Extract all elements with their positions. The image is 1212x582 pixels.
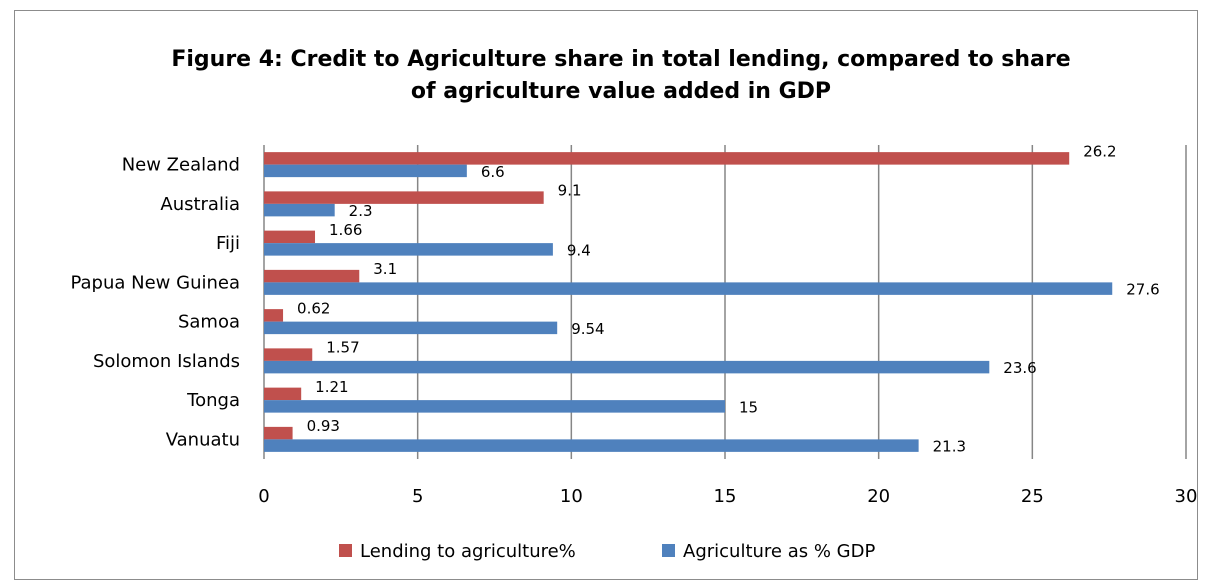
x-tick-label: 5 <box>412 486 423 507</box>
bar-lending <box>264 152 1070 165</box>
x-tick-label: 20 <box>867 486 890 507</box>
bar-lending <box>264 269 360 283</box>
x-tick-label: 25 <box>1021 486 1044 507</box>
chart-title: Figure 4: Credit to Agriculture share in… <box>171 47 1070 104</box>
data-label-lending: 3.1 <box>373 260 397 278</box>
legend-label-agri-gdp: Agriculture as % GDP <box>683 541 875 562</box>
x-axis-tick-labels: 0 5 10 15 20 25 30 <box>258 486 1197 507</box>
category-label: Vanuatu <box>166 429 240 450</box>
category-label: Tonga <box>186 390 240 411</box>
x-tick-label: 10 <box>560 486 583 507</box>
data-label-agri-gdp: 27.6 <box>1126 281 1159 299</box>
data-label-agri-gdp: 6.6 <box>481 163 505 181</box>
category-label: Fiji <box>216 233 240 254</box>
bar-agri-gdp <box>264 321 558 335</box>
bar-agri-gdp <box>264 203 335 217</box>
bar-agri-gdp <box>264 282 1113 295</box>
x-tick-label: 0 <box>258 486 269 507</box>
bar-lending <box>264 348 313 361</box>
bar-agri-gdp <box>264 439 919 452</box>
category-label: Papua New Guinea <box>70 272 240 293</box>
bar-lending <box>264 309 284 322</box>
chart-title-line-2: of agriculture value added in GDP <box>411 79 831 104</box>
bar-agri-gdp <box>264 243 553 256</box>
category-label: Solomon Islands <box>93 351 240 372</box>
data-label-agri-gdp: 15 <box>739 398 758 416</box>
bar-agri-gdp <box>264 360 990 374</box>
category-label: New Zealand <box>122 155 240 176</box>
data-label-agri-gdp: 21.3 <box>933 438 966 456</box>
data-label-lending: 1.66 <box>329 221 362 239</box>
chart-frame: Figure 4: Credit to Agriculture share in… <box>14 10 1198 580</box>
data-label-lending: 0.62 <box>297 299 330 317</box>
data-label-lending: 26.2 <box>1083 142 1116 160</box>
legend-swatch-lending <box>339 544 352 557</box>
data-labels: 26.2 6.6 9.1 2.31.66 9.4 3.1 27.6 0.62 9.54 1.57 2… <box>297 142 1160 455</box>
data-label-lending: 1.57 <box>326 339 359 357</box>
data-label-agri-gdp: 9.4 <box>567 241 591 259</box>
x-tick-label: 15 <box>714 486 737 507</box>
bar-lending <box>264 230 316 244</box>
x-tick-label: 30 <box>1175 486 1198 507</box>
bar-lending <box>264 387 302 401</box>
category-label: Australia <box>160 194 240 215</box>
legend-swatch-agri-gdp <box>662 544 675 557</box>
chart: Figure 4: Credit to Agriculture share in… <box>70 47 1197 562</box>
bar-lending <box>264 426 293 440</box>
data-label-agri-gdp: 2.3 <box>349 202 373 220</box>
data-label-lending: 1.21 <box>315 378 348 396</box>
data-label-lending: 9.1 <box>558 182 582 200</box>
legend-label-lending: Lending to agriculture% <box>360 541 576 562</box>
data-label-agri-gdp: 23.6 <box>1003 359 1036 377</box>
category-label: Samoa <box>178 312 240 333</box>
bar-agri-gdp <box>264 400 725 413</box>
bars <box>264 152 1113 452</box>
data-label-agri-gdp: 9.54 <box>571 320 604 338</box>
bar-agri-gdp <box>264 164 467 178</box>
data-label-lending: 0.93 <box>307 417 340 435</box>
category-labels: New Zealand Australia Fiji Papua New Guinea… <box>70 155 240 451</box>
bar-lending <box>264 191 544 204</box>
chart-title-line-1: Figure 4: Credit to Agriculture share in… <box>171 47 1070 72</box>
legend: Lending to agriculture% Agriculture as % … <box>339 541 875 562</box>
